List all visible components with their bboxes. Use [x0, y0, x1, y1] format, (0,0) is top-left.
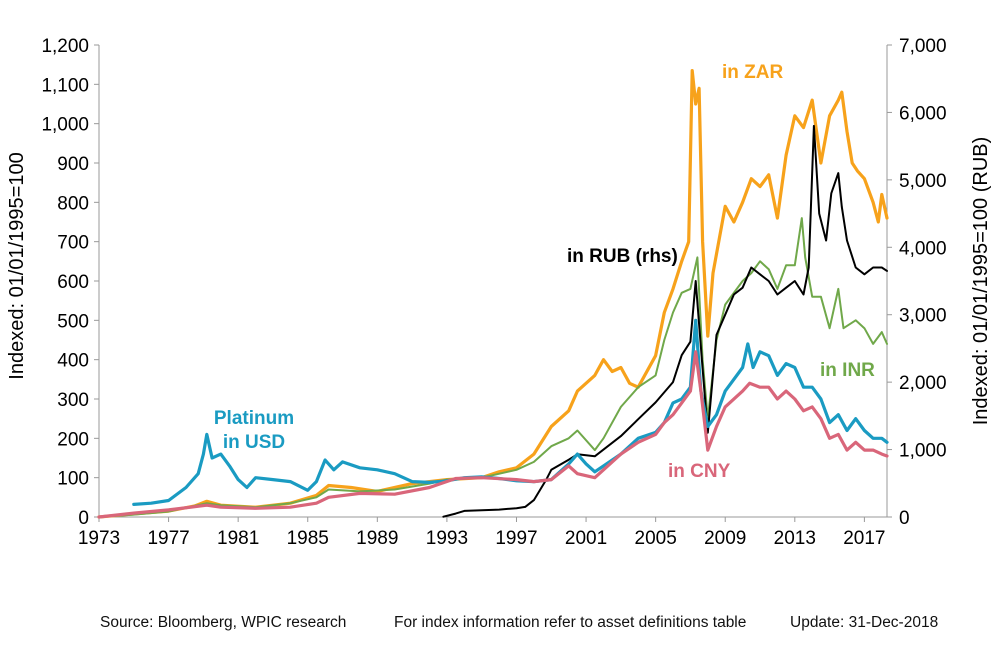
y-tick-label: 1,100 — [41, 75, 89, 96]
y-tick-label: 1,000 — [41, 115, 89, 136]
y2-tick-label: 2,000 — [899, 373, 947, 394]
y-tick-label: 400 — [57, 351, 89, 372]
series-label-line: Platinum — [214, 408, 294, 429]
y-tick-label: 500 — [57, 311, 89, 332]
platinum-price-chart: 0 100 200 300 400 500 600 700 800 900 1,000 1,100 1,… — [6, 36, 992, 549]
y-tick-label: 800 — [57, 193, 89, 214]
series-line-in-zar — [97, 69, 889, 519]
footer-source: Source: Bloomberg, WPIC research — [100, 614, 347, 631]
series-labels: in ZAR in INR in RUB (rhs) Platinum in USD in… — [214, 62, 875, 482]
x-tick-label: 2001 — [565, 528, 607, 549]
x-tick-label: 2005 — [635, 528, 677, 549]
series-line-in-inr — [98, 217, 888, 518]
series-label-line: in ZAR — [722, 62, 783, 83]
series-label-line: in RUB (rhs) — [567, 246, 678, 267]
y2-tick-label: 1,000 — [899, 441, 947, 462]
y2-tick-label: 4,000 — [899, 238, 947, 259]
y-tick-label: 1,200 — [41, 36, 89, 57]
series-line-in-cny — [97, 350, 889, 519]
footer-note: For index information refer to asset def… — [394, 614, 747, 631]
axes: 0 100 200 300 400 500 600 700 800 900 1,000 1,100 1,… — [6, 36, 992, 549]
y-tick-label: 200 — [57, 429, 89, 450]
series-label-in-cny: in CNY — [668, 461, 731, 482]
y2-tick-label: 3,000 — [899, 306, 947, 327]
y-tick-label: 700 — [57, 233, 89, 254]
series-label-in-rub-rhs: in RUB (rhs) — [567, 246, 678, 267]
x-tick-label: 2013 — [774, 528, 816, 549]
x-tick-label: 1977 — [147, 528, 189, 549]
series-label-in-zar: in ZAR — [722, 62, 783, 83]
x-tick-label: 1993 — [426, 528, 468, 549]
y-tick-label: 600 — [57, 272, 89, 293]
y2-tick-label: 7,000 — [899, 36, 947, 57]
x-tick-label: 2017 — [843, 528, 885, 549]
y-tick-label: 900 — [57, 154, 89, 175]
series-label-line: in CNY — [668, 461, 731, 482]
x-tick-label: 1985 — [287, 528, 329, 549]
x-tick-label: 1997 — [495, 528, 537, 549]
footer-update: Update: 31-Dec-2018 — [790, 614, 939, 631]
y-tick-label: 300 — [57, 390, 89, 411]
y-axis-title: Indexed: 01/01/1995=100 — [6, 152, 28, 379]
x-tick-label: 1989 — [356, 528, 398, 549]
series-label-in-inr: in INR — [820, 360, 875, 381]
series-line-in-rub-rhs — [442, 124, 888, 518]
y2-tick-label: 0 — [899, 508, 910, 529]
y-tick-label: 100 — [57, 469, 89, 490]
y-tick-label: 0 — [78, 508, 89, 529]
x-tick-label: 1973 — [78, 528, 120, 549]
series-label-in-usd: Platinum in USD — [214, 408, 294, 453]
y2-axis-title: Indexed: 01/01/1995=100 (RUB) — [970, 137, 992, 426]
series-label-line: in USD — [223, 432, 285, 453]
series-label-line: in INR — [820, 360, 875, 381]
series-lines — [97, 69, 889, 519]
x-tick-label: 1981 — [217, 528, 259, 549]
x-tick-label: 2009 — [704, 528, 746, 549]
y2-tick-label: 6,000 — [899, 103, 947, 124]
series-line-in-usd — [132, 318, 889, 506]
y2-tick-label: 5,000 — [899, 171, 947, 192]
